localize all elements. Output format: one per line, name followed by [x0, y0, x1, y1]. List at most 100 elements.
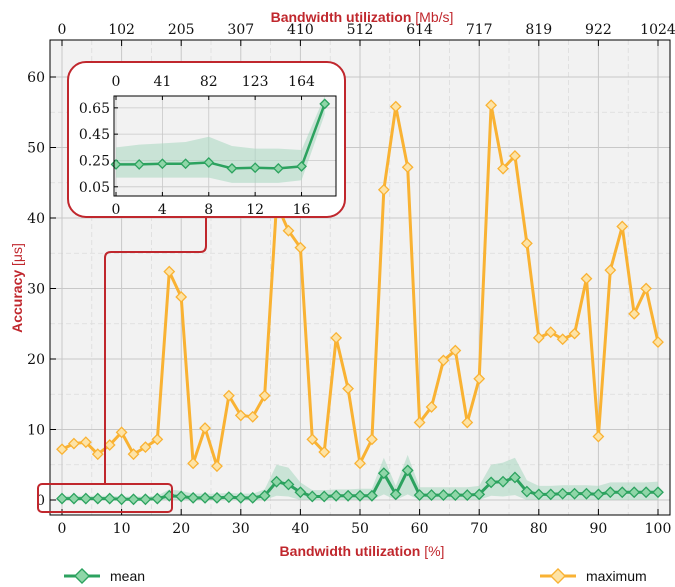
mean-point — [56, 492, 68, 505]
inset-x2-tick-label: 82 — [200, 74, 218, 90]
legend-item-mean: mean — [64, 567, 145, 585]
maximum-point — [318, 446, 331, 458]
zoom-connector-line — [104, 216, 207, 484]
mean-point — [294, 486, 307, 499]
y-tick-label: 40 — [27, 211, 45, 227]
mean-point — [640, 486, 652, 499]
x2-tick-label: 102 — [108, 22, 135, 38]
x2-tick-label: 205 — [168, 22, 195, 38]
inset-y-tick-label: 0.65 — [79, 101, 110, 117]
mean-point — [282, 478, 295, 491]
legend: mean maximum — [64, 567, 647, 585]
inset-y-tick-label: 0.45 — [79, 127, 110, 143]
mean-point — [377, 467, 390, 480]
x-tick-label: 80 — [530, 521, 548, 537]
mean-point — [246, 491, 259, 504]
maximum-point — [580, 272, 593, 285]
mean-point — [544, 488, 557, 501]
maximum-point — [175, 291, 188, 303]
mean-point — [234, 491, 247, 504]
maximum-point — [556, 333, 569, 346]
maximum-point — [91, 448, 104, 461]
mean-point — [222, 491, 235, 504]
inset-mean-point — [226, 162, 238, 174]
mean-point — [437, 489, 450, 501]
mean-point — [473, 488, 486, 501]
inset-mean-band — [116, 96, 325, 183]
maximum-point — [366, 433, 378, 446]
x-tick-label: 0 — [58, 521, 67, 537]
mean-point — [497, 475, 509, 488]
mean-point — [652, 486, 664, 499]
maximum-point — [628, 307, 641, 320]
inset-x2-tick-label: 164 — [288, 74, 315, 90]
maximum-point — [354, 457, 366, 470]
inset-x-tick-label: 12 — [246, 202, 264, 218]
x2-tick-label: 410 — [287, 22, 314, 38]
maximum-point — [520, 237, 533, 250]
maximum-point — [485, 99, 498, 112]
maximum-point — [211, 460, 223, 473]
mean-point — [449, 489, 462, 501]
mean-point — [366, 489, 378, 502]
mean-point — [628, 486, 641, 499]
x-tick-label: 40 — [291, 521, 309, 537]
x2-tick-label: 717 — [466, 22, 493, 38]
mean-point — [509, 471, 521, 484]
inset-mean-point — [180, 158, 191, 170]
mean-point — [103, 492, 116, 505]
inset-x2-tick-label: 123 — [242, 74, 269, 90]
mean-point — [258, 489, 271, 502]
maximum-point — [79, 436, 92, 449]
inset-mean-point — [319, 98, 331, 110]
inset-mean-point — [296, 160, 307, 172]
mean-point — [616, 486, 629, 499]
maximum-point — [544, 326, 557, 339]
maximum-point — [497, 162, 509, 175]
x-tick-label: 60 — [411, 521, 429, 537]
mean-point — [330, 489, 343, 502]
y-tick-label: 0 — [36, 493, 45, 509]
mean-point — [520, 485, 533, 498]
x-tick-label: 70 — [470, 521, 488, 537]
x2-tick-label: 1024 — [640, 22, 675, 38]
maximum-point — [532, 331, 545, 344]
x2-tick-label: 307 — [227, 22, 254, 38]
maximum-point — [437, 354, 450, 367]
mean-point — [413, 489, 426, 501]
maximum-point — [652, 336, 664, 348]
legend-mean-label: mean — [110, 568, 145, 584]
inset-mean-point — [133, 159, 145, 170]
mean-confidence-band — [62, 454, 658, 500]
x2-tick-label: 614 — [406, 22, 433, 38]
mean-point — [199, 491, 211, 504]
mean-point — [306, 490, 319, 503]
inset-x2-tick-label: 41 — [153, 74, 171, 90]
mean-point — [151, 492, 164, 505]
y-tick-label: 50 — [27, 141, 45, 157]
mean-point — [175, 490, 188, 503]
x-tick-label: 10 — [113, 521, 131, 537]
mean-point — [485, 476, 498, 489]
maximum-point — [294, 241, 307, 254]
inset-mean-point — [203, 157, 215, 168]
maximum-point — [592, 430, 605, 443]
mean-point — [91, 492, 104, 505]
x-tick-label: 100 — [645, 521, 672, 537]
y-axis-title: Accuracy [μs] — [9, 243, 25, 333]
mean-point — [604, 486, 617, 499]
inset-x-tick-label: 4 — [158, 202, 167, 218]
mean-point — [389, 488, 402, 501]
x2-tick-label: 0 — [58, 22, 67, 38]
maximum-point — [163, 265, 176, 278]
maximum-point — [115, 426, 128, 439]
legend-mean-marker — [73, 567, 91, 585]
plot-frame — [49, 39, 671, 516]
mean-point — [401, 464, 414, 477]
maximum-point — [187, 457, 200, 470]
maximum-point — [306, 433, 319, 446]
maximum-point — [199, 422, 211, 435]
maximum-point — [401, 161, 414, 174]
maximum-point — [258, 389, 271, 402]
